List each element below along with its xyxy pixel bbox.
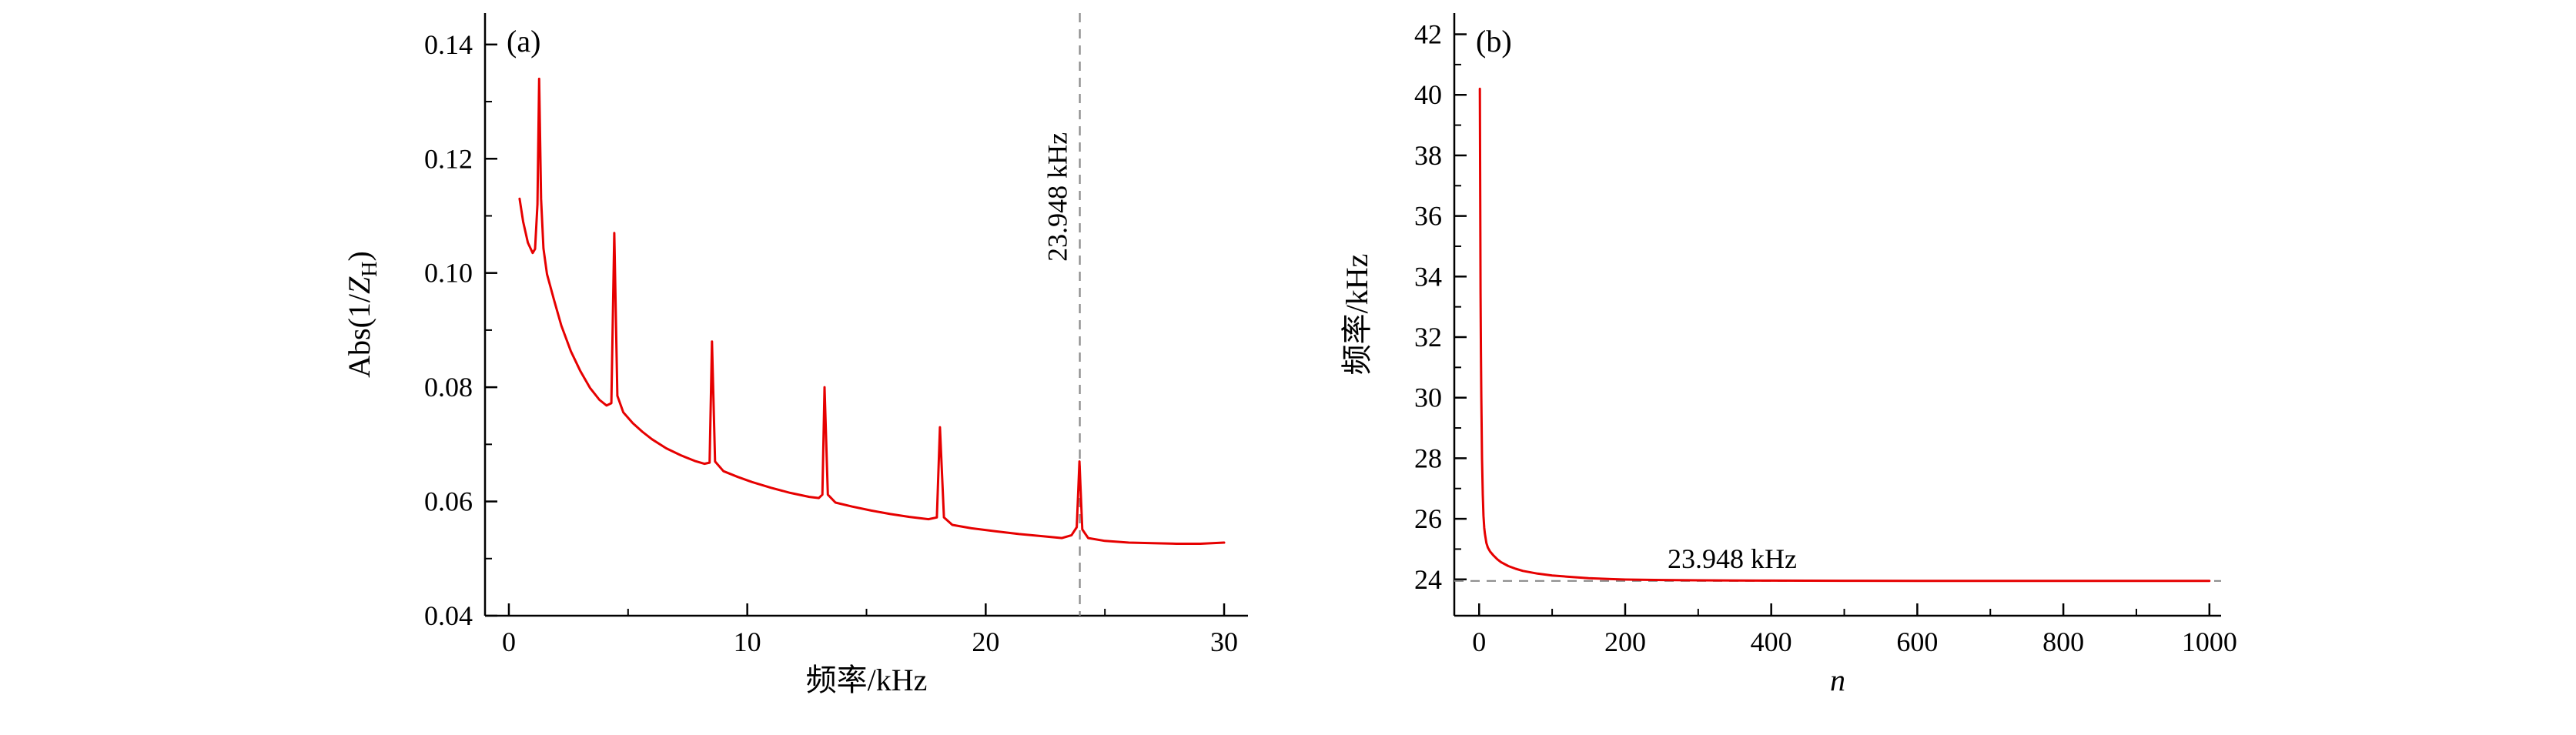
y-tick-label: 38 [1414, 140, 1442, 171]
x-tick-label: 400 [1751, 626, 1792, 657]
y-axis-label: Abs(1/ZH) [342, 251, 382, 378]
y-tick-label: 26 [1414, 503, 1442, 534]
y-tick-label: 0.12 [424, 143, 473, 174]
x-tick-label: 30 [1210, 626, 1238, 657]
annotation-label: 23.948 kHz [1042, 132, 1073, 262]
x-axis-label: n [1830, 663, 1845, 697]
series-frequency-convergence-curve [1478, 87, 2211, 583]
x-tick-label: 200 [1604, 626, 1646, 657]
series-admittance-curve [518, 77, 1226, 545]
x-tick-label: 0 [1472, 626, 1486, 657]
y-tick-label: 30 [1414, 383, 1442, 413]
chart-panel-b: 0 200 400 600 800 1000 24 26 28 30 32 34 36 38 40 42 23.… [1340, 13, 2237, 697]
y-tick-label: 42 [1414, 19, 1442, 50]
y-tick-label: 24 [1414, 564, 1442, 595]
y-tick-label: 0.06 [424, 486, 473, 517]
y-tick-label: 32 [1414, 322, 1442, 352]
x-axis-label: 频率/kHz [806, 663, 928, 697]
x-tick-label: 1000 [2182, 626, 2237, 657]
panel-label: (a) [507, 24, 540, 58]
chart-panel-a: 0 10 20 30 0.04 0.06 0.08 0.10 0.12 0.14 23.948 kH… [342, 13, 1248, 697]
x-tick-label: 10 [734, 626, 761, 657]
y-tick-label: 0.08 [424, 372, 473, 403]
y-tick-label: 34 [1414, 261, 1442, 292]
x-tick-label: 800 [2042, 626, 2084, 657]
y-tick-label: 0.04 [424, 600, 473, 631]
y-tick-label: 0.14 [424, 29, 473, 60]
y-tick-label: 28 [1414, 443, 1442, 473]
annotation-label: 23.948 kHz [1668, 543, 1797, 574]
y-tick-label: 36 [1414, 201, 1442, 232]
x-tick-label: 20 [972, 626, 999, 657]
x-tick-label: 600 [1896, 626, 1938, 657]
x-tick-label: 0 [502, 626, 516, 657]
y-tick-label: 0.10 [424, 258, 473, 289]
panel-label: (b) [1476, 24, 1512, 58]
y-tick-label: 40 [1414, 79, 1442, 110]
y-axis-label: 频率/kHz [1340, 254, 1374, 376]
